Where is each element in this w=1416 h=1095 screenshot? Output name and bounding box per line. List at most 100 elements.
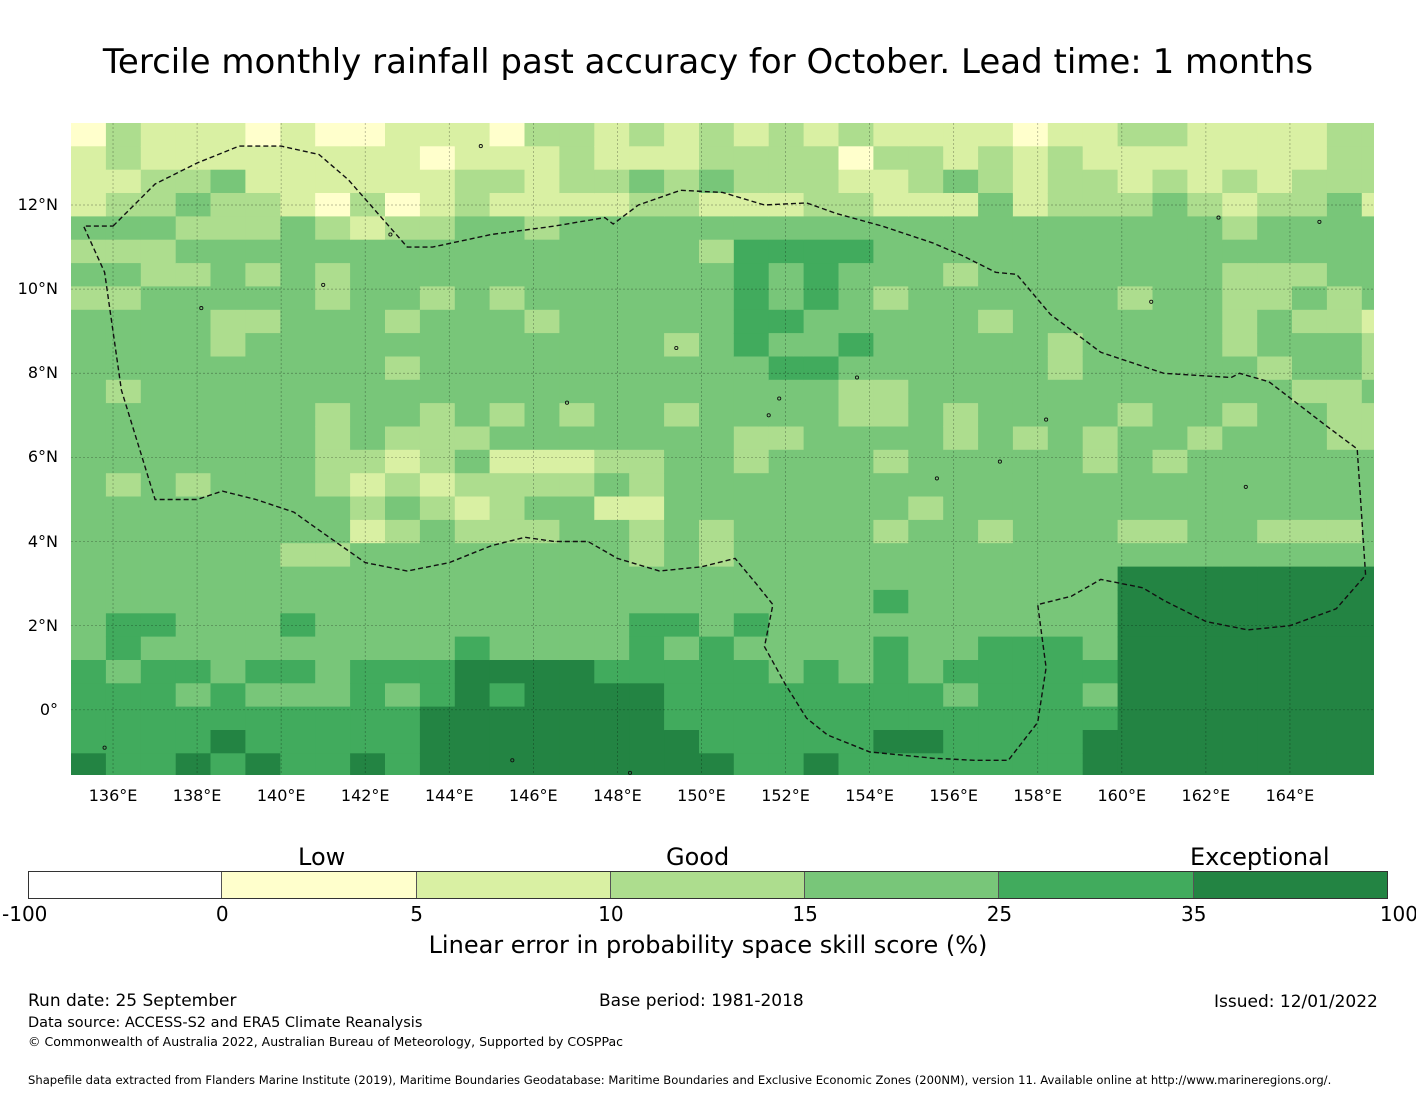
grid-cell: [559, 496, 595, 521]
grid-cell: [1222, 426, 1258, 451]
grid-cell: [210, 753, 246, 775]
grid-cell: [699, 589, 735, 614]
colorbar-segment: [222, 871, 417, 898]
grid-cell: [245, 566, 281, 591]
grid-cell: [245, 660, 281, 684]
grid-cell: [524, 660, 560, 684]
skill-score-map[interactable]: [71, 123, 1374, 775]
grid-cell: [1117, 636, 1154, 661]
grid-cell: [175, 263, 212, 287]
grid-cell: [1222, 683, 1258, 708]
grid-cell: [908, 683, 944, 708]
grid-cell: [385, 426, 421, 451]
grid-cell: [978, 356, 1014, 381]
grid-cell: [629, 589, 665, 614]
grid-cell: [559, 706, 595, 731]
grid-cell: [1012, 379, 1049, 404]
island-outline: [627, 770, 633, 775]
grid-cell: [594, 379, 630, 404]
grid-cell: [803, 613, 840, 638]
grid-cell: [315, 356, 351, 381]
grid-cell: [419, 333, 456, 357]
grid-cell: [1047, 286, 1084, 311]
grid-cell: [140, 660, 177, 684]
grid-cell: [1082, 473, 1119, 498]
grid-cell: [768, 543, 805, 568]
grid-cell: [385, 473, 421, 498]
grid-cell: [629, 193, 665, 217]
grid-cell: [1326, 543, 1363, 568]
grid-cell: [978, 589, 1014, 614]
grid-cell: [1257, 286, 1293, 311]
grid-cell: [175, 636, 212, 661]
grid-cell: [1012, 426, 1049, 451]
grid-cell: [1361, 309, 1374, 334]
grid-cell: [280, 403, 316, 427]
grid-cell: [175, 286, 212, 311]
grid-cell: [978, 543, 1014, 568]
grid-cell: [768, 286, 805, 311]
grid-cell: [664, 730, 700, 754]
grid-cell: [838, 683, 874, 708]
grid-cell: [1326, 613, 1363, 638]
grid-cell: [1117, 566, 1154, 591]
grid-cell: [1326, 333, 1363, 357]
grid-cell: [1222, 543, 1258, 568]
grid-cell: [385, 309, 421, 334]
grid-cell: [280, 753, 316, 775]
grid-cell: [768, 333, 805, 357]
colorbar-tick-label: 15: [792, 902, 818, 926]
grid-cell: [1082, 496, 1119, 521]
grid-cell: [733, 356, 770, 381]
grid-cell: [908, 473, 944, 498]
grid-cell: [524, 403, 560, 427]
grid-cell: [838, 519, 874, 544]
grid-cell: [594, 403, 630, 427]
grid-cell: [175, 543, 212, 568]
grid-cell: [1257, 146, 1293, 171]
grid-cell: [245, 753, 281, 775]
grid-cell: [350, 379, 386, 404]
grid-cell: [105, 543, 142, 568]
grid-cell: [1292, 660, 1328, 684]
grid-cell: [1326, 426, 1363, 451]
grid-cell: [873, 286, 909, 311]
grid-cell: [1082, 333, 1119, 357]
grid-cell: [1047, 169, 1084, 194]
grid-cell: [803, 660, 840, 684]
grid-cell: [943, 683, 979, 708]
grid-cell: [1326, 309, 1363, 334]
grid-cell: [454, 543, 491, 568]
grid-cell: [1187, 566, 1223, 591]
grid-cell: [71, 263, 107, 287]
grid-cell: [978, 333, 1014, 357]
islands: [102, 144, 1322, 775]
grid-cell: [105, 146, 142, 171]
grid-cell: [559, 636, 595, 661]
grid-cell: [803, 706, 840, 731]
grid-cell: [315, 753, 351, 775]
grid-cell: [419, 636, 456, 661]
grid-cell: [943, 146, 979, 171]
grid-cell: [524, 589, 560, 614]
grid-cell: [1187, 379, 1223, 404]
grid-cell: [280, 636, 316, 661]
grid-cell: [733, 379, 770, 404]
grid-cell: [559, 683, 595, 708]
grid-cell: [105, 263, 142, 287]
lon-label: 162°E: [1181, 786, 1231, 805]
grid-cell: [1361, 216, 1374, 241]
lon-label: 156°E: [929, 786, 978, 805]
grid-cell: [175, 216, 212, 241]
grid-cell: [385, 356, 421, 381]
grid-cell: [350, 449, 386, 474]
grid-cell: [803, 239, 840, 264]
grid-cell: [1012, 706, 1049, 731]
grid-cell: [1082, 403, 1119, 427]
island-outline: [199, 306, 204, 311]
grid-cell: [1152, 519, 1188, 544]
grid-cell: [1152, 636, 1188, 661]
island-outline: [766, 413, 771, 418]
grid-cell: [1257, 333, 1293, 357]
grid-cell: [1326, 636, 1363, 661]
